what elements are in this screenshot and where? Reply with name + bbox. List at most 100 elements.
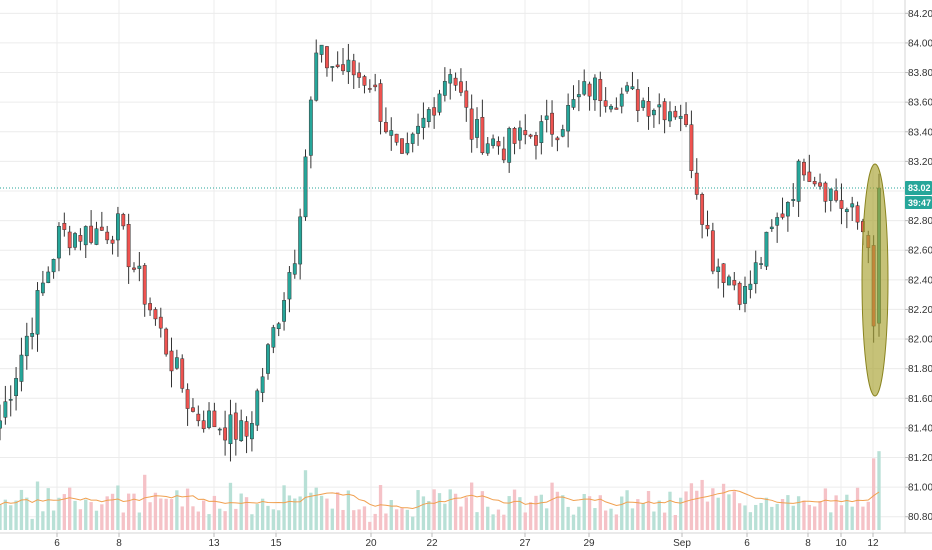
candle-body bbox=[46, 271, 51, 284]
candle-body bbox=[587, 83, 592, 97]
y-tick-label: 83.40 bbox=[908, 127, 932, 138]
candle-body bbox=[737, 282, 742, 305]
candle-body bbox=[759, 263, 763, 265]
time-axis[interactable]: 6 8 13 15 20 22 27 29 Sep 6 8 10 12 bbox=[54, 533, 879, 549]
volume-bar bbox=[212, 495, 217, 530]
volume-bar bbox=[271, 509, 276, 530]
candle-body bbox=[89, 225, 94, 243]
volume-bar bbox=[464, 497, 468, 530]
candle-body bbox=[30, 333, 35, 337]
candle-body bbox=[335, 64, 340, 68]
candle-body bbox=[668, 111, 672, 122]
volume-bar bbox=[759, 502, 763, 530]
volume-bar bbox=[636, 499, 640, 530]
y-tick-label: 82.00 bbox=[908, 335, 932, 346]
volume-bar bbox=[507, 496, 511, 530]
volume-bar bbox=[518, 497, 522, 530]
y-tick-label: 84.00 bbox=[908, 38, 932, 49]
volume-bar bbox=[51, 510, 56, 530]
candle-body bbox=[453, 77, 458, 86]
volume-bar bbox=[132, 493, 136, 530]
volume-bar bbox=[646, 490, 651, 530]
candle-body bbox=[421, 117, 426, 128]
candle-body bbox=[769, 226, 774, 230]
volume-bar bbox=[400, 508, 404, 530]
candle-body bbox=[523, 130, 528, 136]
candle-body bbox=[839, 200, 844, 209]
volume-bar bbox=[770, 506, 774, 530]
candle-body bbox=[282, 300, 286, 322]
volume-bar bbox=[352, 510, 356, 530]
volume-bar bbox=[679, 497, 683, 530]
candle-body bbox=[855, 205, 860, 223]
candle-body bbox=[625, 85, 630, 92]
candle-body bbox=[802, 161, 806, 176]
volume-bar bbox=[239, 493, 243, 530]
candle-body bbox=[721, 263, 726, 283]
volume-bar bbox=[598, 495, 602, 530]
y-tick-label: 82.20 bbox=[908, 305, 932, 316]
volume-bar bbox=[689, 483, 694, 530]
highlight-ellipse bbox=[861, 163, 889, 397]
volume-bar bbox=[582, 494, 586, 530]
candle-body bbox=[528, 134, 533, 137]
candle-body bbox=[207, 410, 211, 428]
volume-bar bbox=[491, 514, 495, 530]
volume-bar bbox=[180, 506, 184, 530]
volume-bar bbox=[834, 495, 838, 530]
volume-bar bbox=[202, 500, 206, 530]
candle-body bbox=[673, 110, 678, 118]
candle-body bbox=[8, 399, 13, 401]
countdown-label: 39:47 bbox=[908, 198, 931, 208]
volume-bar bbox=[796, 496, 801, 530]
volume-bar bbox=[662, 512, 667, 530]
volume-bar bbox=[314, 487, 318, 530]
candle-body bbox=[223, 427, 228, 441]
volume-bar bbox=[727, 494, 731, 530]
volume-bar bbox=[255, 504, 259, 530]
volume-bar bbox=[534, 495, 538, 530]
volume-bar bbox=[480, 491, 485, 530]
x-tick-label: 22 bbox=[426, 538, 438, 549]
volume-bar bbox=[577, 506, 581, 530]
candle-body bbox=[426, 109, 431, 122]
volume-bar bbox=[791, 505, 795, 530]
volume-bar bbox=[459, 506, 463, 530]
volume-bar bbox=[786, 495, 790, 530]
volume-bar bbox=[30, 518, 34, 530]
x-tick-label: 10 bbox=[835, 538, 847, 549]
volume-bar bbox=[555, 491, 560, 530]
volume-bar bbox=[732, 491, 736, 530]
candle-body bbox=[351, 60, 356, 76]
candle-body bbox=[501, 148, 506, 161]
candle-body bbox=[201, 420, 206, 430]
candle-body bbox=[812, 181, 817, 185]
volume-bar bbox=[609, 508, 613, 530]
volume-bar bbox=[866, 501, 870, 530]
volume-bar bbox=[502, 514, 506, 530]
volume-bar bbox=[330, 508, 334, 530]
volume-bar bbox=[641, 503, 645, 530]
volume-bar bbox=[153, 492, 158, 530]
volume-bar bbox=[845, 494, 849, 530]
moving-average-line bbox=[0, 489, 880, 510]
volume-bar bbox=[357, 509, 361, 530]
candle-body bbox=[276, 323, 281, 330]
candle-body bbox=[233, 412, 238, 440]
volume-bar bbox=[309, 492, 313, 530]
volume-bar bbox=[143, 474, 147, 530]
volume-bar bbox=[652, 511, 656, 530]
volume-bar bbox=[250, 514, 254, 530]
volume-bars bbox=[0, 451, 881, 530]
volume-bar bbox=[545, 508, 549, 530]
volume-bar bbox=[871, 458, 876, 530]
volume-bar bbox=[839, 505, 844, 530]
volume-bar bbox=[512, 489, 517, 530]
volume-bar bbox=[100, 504, 104, 530]
volume-bar bbox=[695, 490, 699, 530]
volume-bar bbox=[700, 479, 704, 530]
candle-body bbox=[566, 105, 571, 132]
y-tick-label: 82.40 bbox=[908, 275, 932, 286]
